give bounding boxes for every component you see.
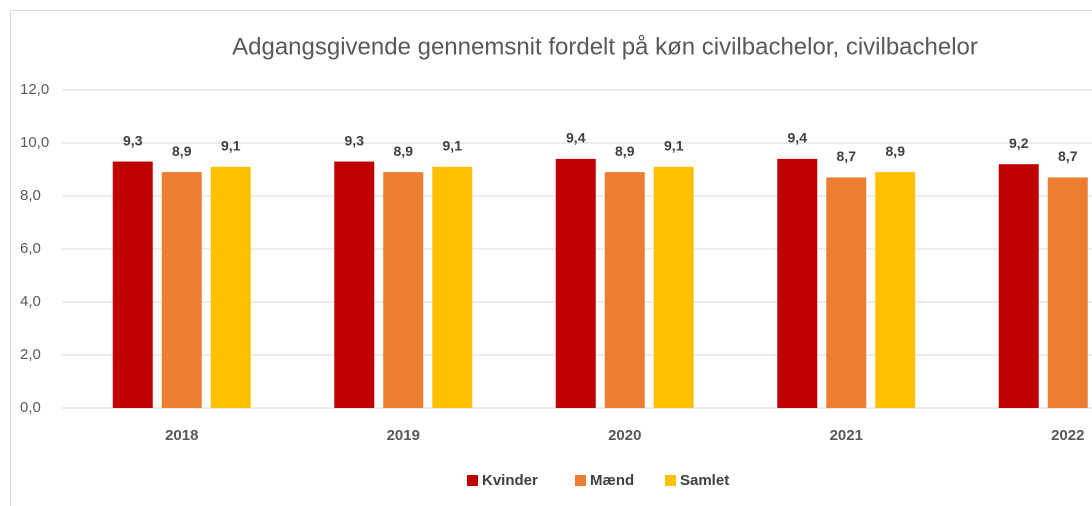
legend-label: Mænd	[590, 472, 634, 489]
data-label: 8,7	[1058, 148, 1078, 164]
y-tick-label: 4,0	[20, 293, 41, 310]
y-tick-label: 12,0	[20, 81, 49, 98]
data-label: 9,1	[664, 138, 684, 154]
bar	[998, 164, 1039, 408]
y-tick-label: 2,0	[20, 346, 41, 363]
data-label: 8,9	[394, 143, 414, 159]
bar	[383, 172, 424, 408]
bar	[826, 177, 867, 408]
bar	[653, 166, 694, 408]
bar	[432, 166, 473, 408]
data-label: 8,7	[837, 148, 857, 164]
bar	[161, 172, 202, 408]
data-label: 9,4	[566, 130, 586, 146]
bar	[555, 158, 596, 408]
x-tick-label: 2020	[608, 427, 641, 444]
legend-swatch	[665, 475, 676, 486]
data-label: 9,2	[1009, 135, 1029, 151]
legend-label: Kvinder	[482, 472, 538, 489]
data-label: 9,3	[345, 132, 365, 148]
y-tick-label: 0,0	[20, 399, 41, 416]
data-label: 9,3	[123, 132, 143, 148]
x-tick-label: 2021	[830, 427, 863, 444]
legend-swatch	[467, 475, 478, 486]
data-label: 8,9	[172, 143, 192, 159]
data-label: 9,1	[443, 138, 463, 154]
y-tick-label: 6,0	[20, 240, 41, 257]
y-tick-label: 10,0	[20, 134, 49, 151]
x-tick-label: 2022	[1051, 427, 1084, 444]
x-tick-label: 2019	[387, 427, 420, 444]
bar	[777, 158, 818, 408]
chart-title: Adgangsgivende gennemsnit fordelt på køn…	[232, 33, 978, 60]
x-tick-label: 2018	[165, 427, 198, 444]
y-tick-label: 8,0	[20, 187, 41, 204]
data-label: 9,1	[221, 138, 241, 154]
bar	[334, 161, 375, 408]
data-label: 8,9	[615, 143, 635, 159]
data-label: 9,4	[788, 130, 808, 146]
bar	[112, 161, 153, 408]
bar	[875, 172, 916, 408]
bar	[1047, 177, 1088, 408]
legend-label: Samlet	[680, 472, 729, 489]
bar	[210, 166, 251, 408]
data-label: 8,9	[886, 143, 906, 159]
legend-swatch	[575, 475, 586, 486]
bar	[604, 172, 645, 408]
